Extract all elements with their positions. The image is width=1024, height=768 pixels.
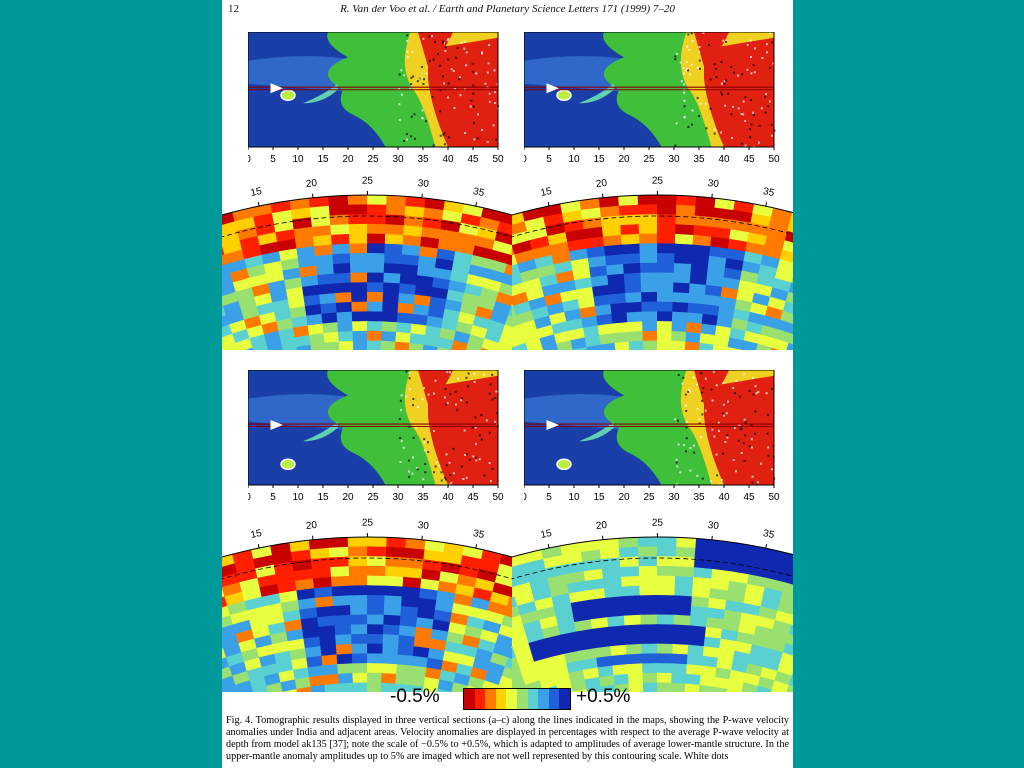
map-tick-label: 5 — [546, 154, 552, 165]
map-tick-label: 50 — [768, 154, 780, 165]
map-tick-label: 10 — [292, 492, 304, 503]
map-tick-label: 25 — [643, 492, 655, 503]
colorbar-max-label: +0.5% — [576, 686, 631, 707]
map-tick-label: 40 — [718, 492, 730, 503]
map-top-right: 0 5 10 15 20 25 30 35 40 45 50 — [524, 32, 780, 169]
colorbar-swatch — [559, 689, 570, 709]
map-tick-label: 25 — [367, 154, 379, 165]
section-tick-label: 20 — [595, 178, 608, 190]
section-tick-label: 20 — [305, 178, 318, 190]
map-tick-label: 0 — [248, 492, 251, 503]
map-tick-label: 15 — [317, 154, 329, 165]
map-tick-label: 35 — [693, 154, 705, 165]
map-tick-label: 25 — [643, 154, 655, 165]
map-tick-label: 15 — [317, 492, 329, 503]
map-tick-label: 40 — [442, 492, 454, 503]
map-tick-label: 40 — [442, 154, 454, 165]
map-tick-label: 30 — [392, 492, 404, 503]
map-tick-label: 45 — [743, 154, 755, 165]
map-tick-label: 20 — [618, 492, 630, 503]
section-tick-label: 30 — [417, 520, 430, 532]
section-tick-label: 35 — [762, 528, 776, 541]
map-tick-label: 5 — [270, 492, 276, 503]
map-tick-label: 25 — [367, 492, 379, 503]
map-tick-label: 45 — [743, 492, 755, 503]
map-tick-label: 35 — [417, 492, 429, 503]
section-tick-label: 35 — [472, 186, 486, 199]
section-tick-label: 25 — [362, 518, 374, 529]
map-tick-label: 45 — [467, 154, 479, 165]
map-tick-label: 45 — [467, 492, 479, 503]
map-tick-label: 40 — [718, 154, 730, 165]
map-tick-label: 0 — [524, 154, 527, 165]
map-tick-label: 50 — [492, 154, 504, 165]
map-tick-label: 10 — [568, 492, 580, 503]
section-panel-d: 05101520253035404550d — [384, 512, 793, 759]
colorbar-swatch — [495, 689, 507, 709]
page-number: 12 — [228, 3, 239, 15]
map-tick-label: 5 — [546, 492, 552, 503]
map-tick-label: 35 — [693, 492, 705, 503]
colorbar-swatch — [548, 689, 560, 709]
map-tick-label: 5 — [270, 154, 276, 165]
section-tick-label: 20 — [595, 520, 608, 532]
section-tick-label: 20 — [305, 520, 318, 532]
section-tick-label: 15 — [540, 528, 554, 541]
section-tick-label: 15 — [250, 186, 264, 199]
map-tick-label: 10 — [292, 154, 304, 165]
colorbar-swatch — [538, 689, 549, 709]
colorbar-swatch — [516, 689, 528, 709]
section-tick-label: 25 — [652, 518, 664, 529]
section-tick-label: 15 — [250, 528, 264, 541]
map-top-left: 0 5 10 15 20 25 30 35 40 45 50 — [248, 32, 504, 169]
map-bottom-right: 0 5 10 15 20 25 30 35 40 45 50 — [524, 370, 780, 507]
section-tick-label: 25 — [652, 176, 664, 187]
colorbar — [463, 688, 571, 710]
map-tick-label: 20 — [342, 154, 354, 165]
section-tick-label: 15 — [540, 186, 554, 199]
section-tick-label: 30 — [707, 520, 720, 532]
running-head: R. Van der Voo et al. / Earth and Planet… — [340, 3, 675, 15]
map-bottom-left: 0 5 10 15 20 25 30 35 40 45 50 — [248, 370, 504, 507]
section-panel-c: 05101520253035404550c — [384, 170, 793, 417]
map-tick-label: 30 — [668, 154, 680, 165]
map-tick-label: 0 — [248, 154, 251, 165]
colorbar-swatch — [506, 689, 517, 709]
colorbar-swatch — [474, 689, 486, 709]
map-tick-label: 35 — [417, 154, 429, 165]
section-panel-b: 0510152025303540455040080012001600200024… — [222, 512, 643, 768]
colorbar-min-label: -0.5% — [390, 686, 440, 707]
map-tick-label: 20 — [342, 492, 354, 503]
section-tick-label: 30 — [707, 178, 720, 190]
map-tick-label: 15 — [593, 492, 605, 503]
section-tick-label: 30 — [417, 178, 430, 190]
colorbar-swatch — [527, 689, 539, 709]
journal-page: 12 R. Van der Voo et al. / Earth and Pla… — [222, 0, 793, 768]
map-tick-label: 30 — [668, 492, 680, 503]
section-tick-label: 35 — [472, 528, 486, 541]
section-tick-label: 35 — [762, 186, 776, 199]
map-tick-label: 50 — [492, 492, 504, 503]
figure-caption: Fig. 4. Tomographic results displayed in… — [226, 715, 789, 762]
map-tick-label: 30 — [392, 154, 404, 165]
map-tick-label: 15 — [593, 154, 605, 165]
colorbar-swatch — [464, 689, 475, 709]
colorbar-swatch — [485, 689, 496, 709]
map-tick-label: 20 — [618, 154, 630, 165]
section-tick-label: 25 — [362, 176, 374, 187]
page-header: 12 R. Van der Voo et al. / Earth and Pla… — [222, 0, 793, 18]
map-tick-label: 0 — [524, 492, 527, 503]
map-tick-label: 10 — [568, 154, 580, 165]
map-tick-label: 50 — [768, 492, 780, 503]
section-panel-a: 0510152025303540455040080012001600200024… — [222, 170, 643, 426]
